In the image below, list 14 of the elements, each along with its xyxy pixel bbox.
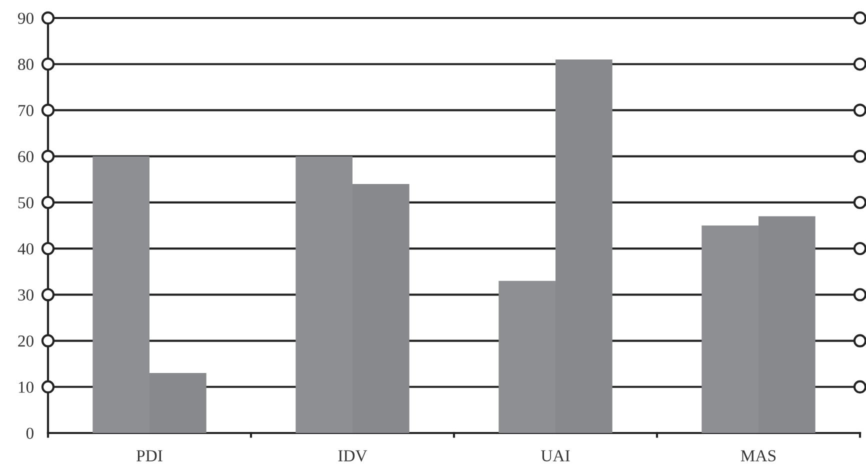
- x-tick-label: MAS: [740, 450, 776, 462]
- y-tick-label: 60: [18, 151, 34, 162]
- y-tick-label: 90: [18, 12, 34, 24]
- y-tick-label: 40: [18, 243, 34, 254]
- y-tick-label: 80: [18, 58, 34, 70]
- y-tick-label: 10: [18, 382, 34, 393]
- y-tick-label: 50: [18, 197, 34, 208]
- x-tick-label: PDI: [136, 450, 162, 462]
- y-tick-label: 0: [26, 428, 34, 439]
- y-tick-label: 20: [18, 335, 34, 347]
- y-tick-label: 30: [18, 289, 34, 301]
- x-tick-label: UAI: [541, 450, 570, 462]
- y-tick-label: 70: [18, 104, 34, 116]
- x-tick-label: IDV: [338, 450, 368, 462]
